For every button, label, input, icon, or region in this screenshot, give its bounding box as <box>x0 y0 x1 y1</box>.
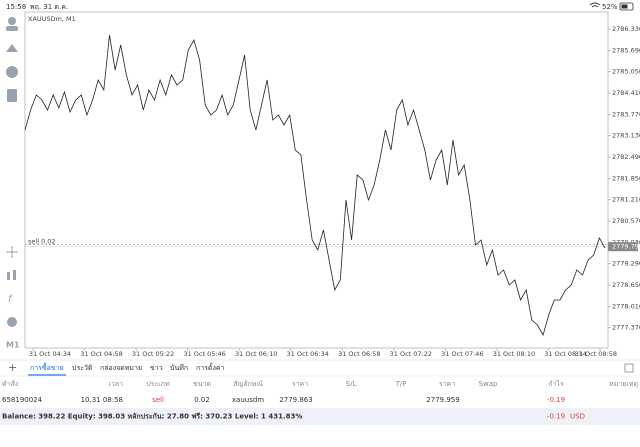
x-tick-label: 31 Oct 04:58 <box>80 350 122 358</box>
x-tick-label: 31 Oct 07:46 <box>441 350 483 358</box>
column-header: สัญลักษณ์ <box>233 380 263 388</box>
current-price-label: 2779.799 <box>612 243 640 251</box>
tab[interactable]: การตั้งค่า <box>196 361 225 372</box>
add-button[interactable]: + <box>8 361 17 374</box>
x-tick-label: 31 Oct 08:58 <box>575 350 617 358</box>
cell-volume: 0.02 <box>194 396 210 404</box>
x-tick-label: 31 Oct 05:46 <box>183 350 225 358</box>
indicator-icon[interactable] <box>7 272 10 280</box>
status-time: 15:58 <box>6 3 26 11</box>
tab[interactable]: บันทึก <box>170 363 188 372</box>
y-tick-label: 2783.770 <box>612 110 640 118</box>
column-header: ราคา <box>292 380 308 388</box>
chart-layer: 2786.330 2785.690 2785.050 2784.410 2783.770… <box>24 25 640 358</box>
y-tick-label: 2786.330 <box>612 25 640 33</box>
chart-symbol: XAUUSDm, M1 <box>28 15 76 23</box>
column-header: คำสั่ง <box>2 379 18 388</box>
footer-bg <box>0 408 640 425</box>
account-icon-body <box>6 26 18 31</box>
x-tick-label: 31 Oct 06:58 <box>338 350 380 358</box>
column-header: ประเภท <box>146 380 170 388</box>
cell-symbol: xauusdm <box>232 396 264 404</box>
column-header: ขนาด <box>193 380 211 388</box>
tab[interactable]: ข่าว <box>150 364 163 372</box>
tab[interactable]: การซื้อขาย <box>30 361 64 372</box>
function-icon[interactable]: f <box>8 294 13 305</box>
position-label: sell 0.02 <box>28 238 56 246</box>
wifi-icon <box>589 2 601 8</box>
cell-order: 658190024 <box>2 396 43 404</box>
new-order-icon[interactable] <box>7 89 17 102</box>
left-toolbar: f M1 <box>6 17 20 350</box>
chat-icon[interactable] <box>6 66 18 78</box>
cell-type: sell <box>152 396 164 404</box>
column-header: S/L <box>346 380 357 388</box>
battery-fill <box>621 4 628 9</box>
objects-icon[interactable] <box>7 317 17 327</box>
cell-profit: -0.19 <box>547 396 565 404</box>
tabs: การซื้อขาย ประวัติ กล่องจดหมาย ข่าว บันทึก กา… <box>28 361 225 376</box>
cell-price: 2779.863 <box>279 396 312 404</box>
y-tick-label: 2777.370 <box>612 324 640 332</box>
y-tick-label: 2785.690 <box>612 46 640 54</box>
x-tick-label: 31 Oct 06:34 <box>287 350 329 358</box>
x-tick-label: 31 Oct 04:34 <box>29 350 71 358</box>
x-tick-label: 31 Oct 07:22 <box>390 350 432 358</box>
y-tick-label: 2785.050 <box>612 68 640 76</box>
timeframe-button[interactable]: M1 <box>6 341 20 350</box>
column-header: ราคา <box>439 380 455 388</box>
battery-icon <box>619 2 634 11</box>
x-tick-label: 31 Oct 05:22 <box>132 350 174 358</box>
account-summary: Balance: 398.22 Equity: 398.03 หลักประกั… <box>2 413 302 421</box>
cell-current-price: 2779.959 <box>426 396 459 404</box>
current-price-box <box>608 242 638 252</box>
y-tick-label: 2778.010 <box>612 302 640 310</box>
status-date: พฤ. 31 ต.ค. <box>30 3 68 11</box>
price-line <box>24 34 606 337</box>
positions-table: คำสั่ง เวลา ประเภท ขนาด สัญลักษณ์ ราคา S/L T/P ร… <box>0 379 640 425</box>
tab[interactable]: ประวัติ <box>72 364 93 372</box>
x-tick-label: 31 Oct 06:10 <box>235 350 277 358</box>
x-tick-label: 31 Oct 08:10 <box>493 350 535 358</box>
crosshair-icon[interactable] <box>6 246 18 258</box>
y-tick-label: 2783.130 <box>612 132 640 140</box>
trade-icon[interactable] <box>6 44 18 52</box>
battery-level: 52% <box>602 3 618 11</box>
y-tick-label: 2781.210 <box>612 196 640 204</box>
chart-frame <box>24 11 609 349</box>
column-header: หมายเหตุ <box>609 380 638 388</box>
x-tick-label: 31 Oct 08:34 <box>544 350 586 358</box>
y-tick-label: 2782.490 <box>612 153 640 161</box>
indicator-icon-bar <box>13 270 16 280</box>
y-tick-label: 2779.290 <box>612 260 640 268</box>
currency: USD <box>570 413 585 421</box>
total-profit: -0.19 <box>547 413 565 421</box>
column-header: เวลา <box>108 380 123 388</box>
account-icon[interactable] <box>8 17 16 25</box>
panel-toggle[interactable] <box>624 363 634 373</box>
column-header: กำไร <box>548 379 564 388</box>
cell-time: 10.31 08:58 <box>81 396 123 404</box>
column-header: T/P <box>395 380 407 388</box>
y-tick-label: 2780.570 <box>612 217 640 225</box>
y-tick-label: 2781.850 <box>612 174 640 182</box>
y-tick-label: 2778.650 <box>612 281 640 289</box>
y-tick-label: 2784.410 <box>612 89 640 97</box>
tab[interactable]: กล่องจดหมาย <box>100 364 142 372</box>
column-header: Swap <box>479 380 498 388</box>
